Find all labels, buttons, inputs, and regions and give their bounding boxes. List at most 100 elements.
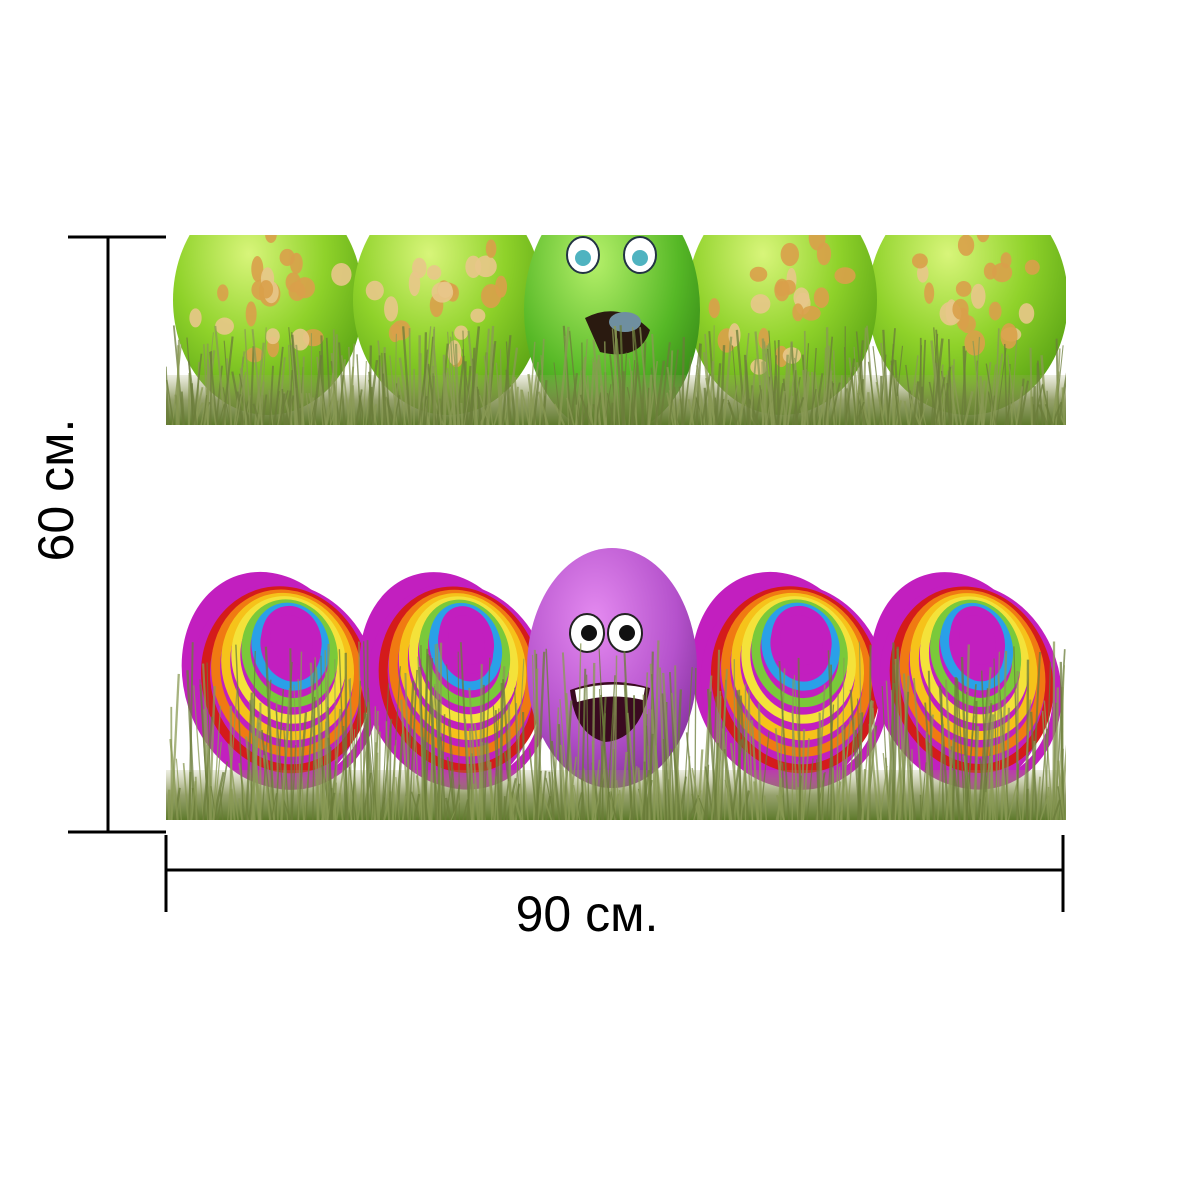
grass-blade	[603, 341, 608, 425]
grass-blade	[499, 349, 503, 425]
grass-blade	[170, 673, 180, 820]
grass-blade	[574, 370, 582, 425]
grass-blade	[995, 651, 1001, 820]
grass-blade	[428, 683, 436, 820]
grass-blade	[1030, 651, 1041, 820]
grass-blade	[637, 767, 644, 820]
grass-blade	[577, 399, 581, 425]
grass-blade	[574, 792, 583, 820]
grass-blade	[963, 739, 972, 820]
grass-blade	[659, 342, 671, 425]
grass-blade	[706, 764, 710, 820]
grass-blade	[230, 788, 236, 820]
grass-blade	[722, 336, 733, 425]
grass-blade	[348, 346, 353, 425]
grass-blade	[274, 688, 285, 820]
grass-blade	[278, 390, 289, 425]
grass-blade	[820, 773, 825, 820]
grass-blade	[717, 696, 722, 820]
grass-blade	[991, 353, 1004, 425]
grass-blade	[749, 358, 757, 425]
grass-blade	[494, 710, 501, 820]
grass-blade	[444, 797, 452, 820]
grass-blade	[813, 373, 824, 425]
grass-blade	[166, 379, 175, 425]
grass-blade	[300, 393, 305, 425]
egg-dot	[474, 255, 497, 278]
grass-blade	[351, 385, 356, 425]
grass-blade	[262, 755, 272, 820]
grass-blade	[619, 751, 628, 820]
grass-blade	[541, 793, 553, 820]
grass-blade	[290, 344, 299, 425]
grass-blade	[433, 345, 442, 425]
grass-blade	[980, 703, 993, 820]
grass-blade	[444, 372, 448, 425]
grass-blade	[808, 388, 817, 425]
grass-blade	[810, 347, 817, 425]
grass-blade	[277, 357, 286, 425]
egg-dot	[217, 284, 229, 302]
grass-blade	[743, 354, 750, 425]
grass-blade	[288, 344, 293, 425]
grass-blade	[672, 748, 682, 820]
grass-blade	[348, 766, 357, 820]
grass-blade	[1051, 371, 1060, 425]
grass-blade	[213, 741, 222, 820]
grass-blade	[593, 359, 600, 425]
grass-blade	[615, 338, 625, 425]
grass-blade	[757, 703, 763, 820]
grass-blade	[1057, 786, 1064, 820]
grass-blade	[761, 361, 764, 425]
grass-blade	[979, 667, 992, 820]
egg-stripe	[771, 605, 832, 675]
egg-stripe	[950, 606, 1005, 674]
grass-blade	[658, 667, 667, 820]
grass-blade	[521, 389, 530, 425]
egg-dot	[911, 253, 928, 269]
grass-blade	[989, 364, 997, 425]
grass-blade	[233, 351, 246, 425]
egg-dot	[938, 202, 955, 220]
grass-blade	[648, 361, 659, 425]
grass-blade	[800, 369, 807, 425]
grass-blade	[463, 375, 473, 425]
egg-dot	[485, 239, 497, 258]
grass-blade	[800, 728, 806, 820]
grass-blade	[225, 358, 233, 425]
egg-dot	[957, 235, 975, 256]
striped-eggs-band	[166, 548, 1066, 820]
grass-blade	[463, 718, 474, 820]
grass-blade	[327, 737, 334, 820]
grass-blade	[391, 739, 397, 820]
grass-blade	[670, 748, 675, 820]
grass-blade	[236, 391, 245, 425]
grass-blade	[227, 688, 238, 820]
grass-blade	[1043, 700, 1054, 820]
egg-stripe	[439, 606, 494, 674]
grass-blade	[538, 338, 545, 425]
grass-blade	[972, 726, 980, 820]
grass-blade	[449, 336, 457, 425]
grass-blade	[674, 665, 678, 820]
grass-blade	[700, 373, 711, 425]
grass-blade	[272, 390, 280, 425]
grass-blade	[940, 689, 945, 820]
egg-dot	[708, 298, 720, 319]
grass-blade	[400, 699, 410, 820]
grass-blade	[826, 704, 835, 820]
pupil	[575, 250, 591, 266]
grass-blade	[324, 650, 329, 820]
grass-blade	[478, 664, 483, 820]
pupil	[619, 625, 635, 641]
grass-blade	[367, 687, 378, 820]
teeth	[575, 684, 645, 702]
grass-blade	[1052, 641, 1056, 820]
grass-blade	[814, 372, 822, 425]
grass-blade	[641, 770, 650, 820]
grass-blade	[984, 755, 991, 820]
grass-blade	[453, 784, 461, 820]
egg-dot	[384, 296, 399, 322]
egg-dot	[251, 256, 264, 282]
grass-blade	[182, 762, 189, 820]
